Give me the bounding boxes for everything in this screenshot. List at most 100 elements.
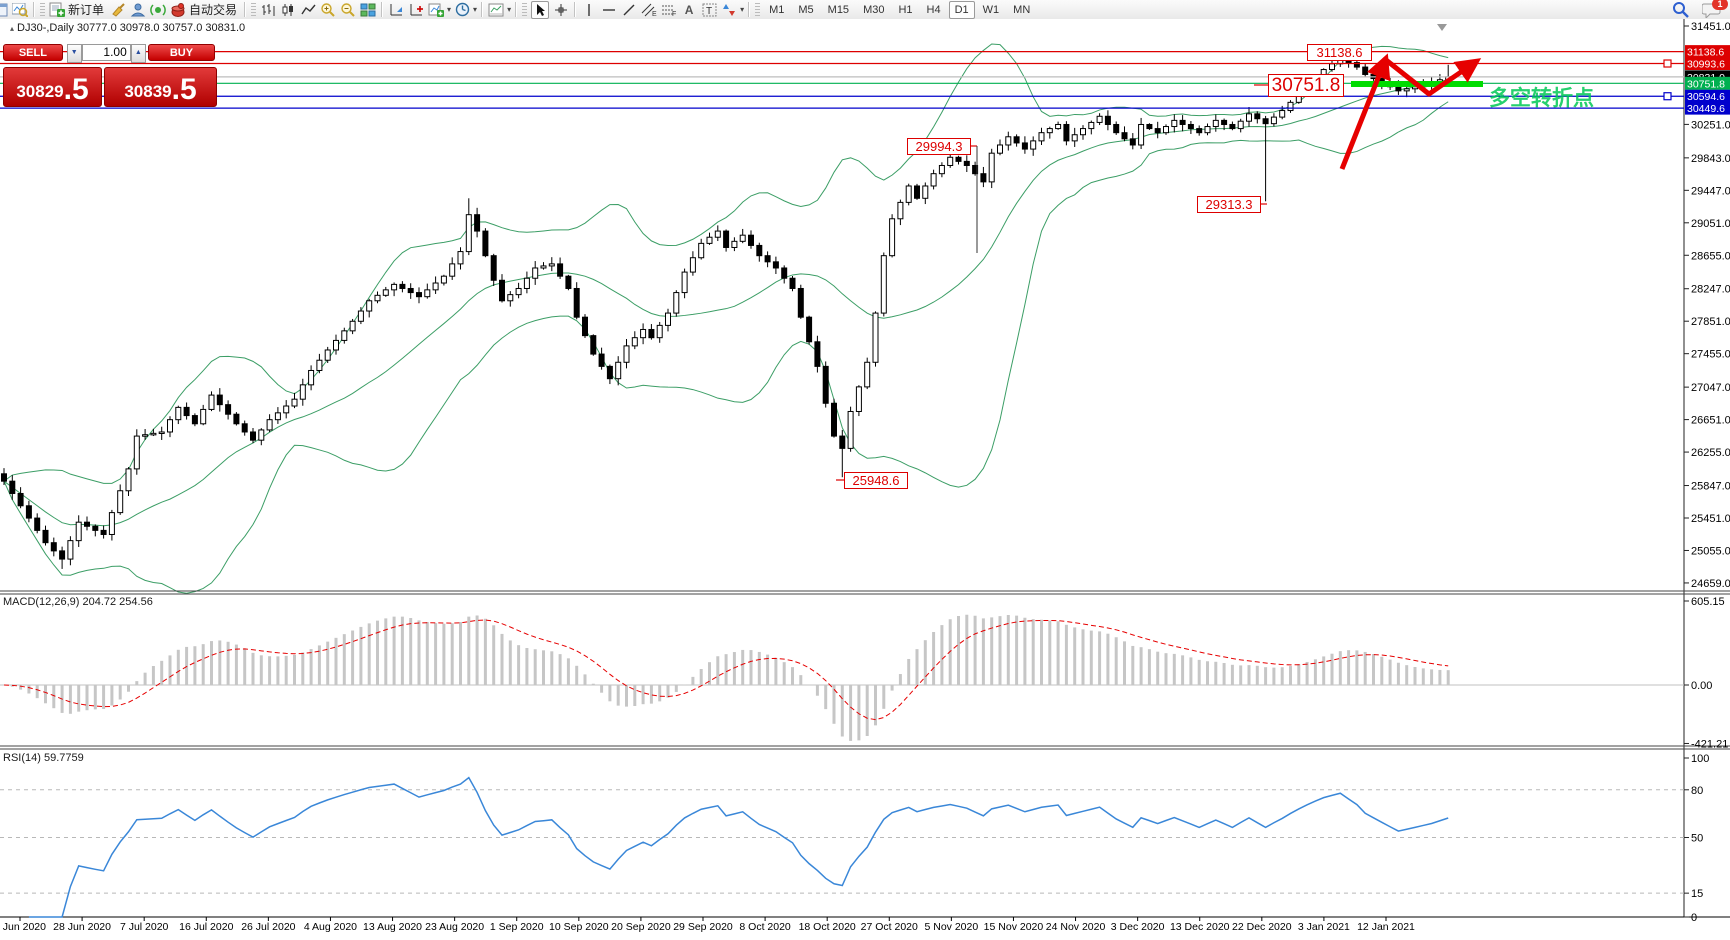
chart-title: ▴ DJ30-,Daily 30777.0 30978.0 30757.0 308… [10,22,245,34]
tf-m15[interactable]: M15 [827,3,850,16]
bar-chart-icon[interactable] [260,2,276,18]
new-chart-icon[interactable] [428,2,445,18]
volume-up-button[interactable]: ▲ [130,44,146,63]
tf-m30[interactable]: M30 [863,3,885,16]
toolbar-grip[interactable] [251,2,257,17]
indicator-list-icon[interactable] [388,2,404,18]
line-chart-icon[interactable] [300,2,316,18]
autotrading-icon[interactable] [170,2,186,18]
new-order-label[interactable]: 新订单 [68,3,105,17]
separator [481,2,484,17]
date-label: 24 Nov 2020 [1046,921,1106,933]
price-callout[interactable]: 29994.3 [907,138,971,155]
date-label: 29 Sep 2020 [673,921,733,933]
date-label: 12 Jan 2021 [1357,921,1415,933]
arrows-dropdown[interactable]: ▾ [740,5,745,14]
profile-icon[interactable] [130,2,146,18]
date-label: 8 Jun 2020 [0,921,46,933]
bull-bear-annotation[interactable]: 多空转折点 [1489,87,1594,110]
tf-m1[interactable]: M1 [769,3,785,16]
arrows-icon[interactable] [721,2,737,18]
price-badge [1685,101,1730,115]
indicator-add-icon[interactable] [408,2,424,18]
svg-text:27851.0: 27851.0 [1691,316,1730,328]
collapse-arrow-icon[interactable]: ▴ [10,24,15,33]
svg-text:30594.6: 30594.6 [1687,91,1725,103]
autotrading-label[interactable]: 自动交易 [189,3,238,17]
date-label: 4 Aug 2020 [304,921,357,933]
toolbar-grip[interactable] [40,2,45,17]
cursor-icon[interactable] [531,0,550,19]
svg-text:30751.8: 30751.8 [1687,78,1725,90]
main-toolbar: 新订单 自动交易 [0,0,1730,20]
buy-button[interactable]: BUY [147,44,216,61]
price-callout[interactable]: 30751.8 [1268,74,1344,97]
date-label: 23 Aug 2020 [425,921,484,933]
tf-m5[interactable]: M5 [798,3,814,16]
price-callout[interactable]: 29313.3 [1197,196,1261,213]
new-order-icon[interactable] [49,2,65,18]
svg-text:605.15: 605.15 [1691,596,1725,608]
line-handle[interactable] [1663,59,1672,68]
market-watch-icon[interactable] [12,2,28,18]
svg-text:25847.0: 25847.0 [1691,481,1730,493]
signal-icon[interactable] [150,2,166,18]
separator [748,2,751,17]
toolbar-grip[interactable] [755,2,761,17]
separator [33,2,35,17]
line-handle[interactable] [1663,92,1672,101]
search-icon[interactable] [1672,2,1690,18]
trendline-icon[interactable] [621,2,637,18]
period-dropdown[interactable]: ▾ [473,5,478,14]
date-label: 27 Oct 2020 [861,921,918,933]
broom-icon[interactable] [110,2,126,18]
template-dropdown[interactable]: ▾ [507,5,512,14]
crosshair-icon[interactable] [553,2,569,18]
new-chart-dropdown[interactable]: ▾ [447,5,452,14]
trend-arrow-zigzag[interactable] [1384,58,1482,97]
period-icon[interactable] [454,2,470,18]
tf-w1[interactable]: W1 [982,3,1000,16]
volume-input[interactable]: 1.00 [81,44,131,61]
svg-text:27047.0: 27047.0 [1691,382,1730,394]
tf-mn[interactable]: MN [1013,3,1031,16]
price-callout[interactable]: 25948.6 [844,472,908,489]
svg-text:25451.0: 25451.0 [1691,513,1730,525]
vline-icon[interactable] [581,2,597,18]
svg-text:31138.6: 31138.6 [1687,47,1724,59]
template-icon[interactable] [488,2,504,18]
svg-text:100: 100 [1691,753,1709,765]
tf-d1[interactable]: D1 [948,0,975,19]
trend-arrow-up[interactable] [1339,53,1391,170]
window-icon[interactable] [0,2,8,18]
label-icon[interactable]: T [701,2,717,18]
toolbar-right: 1 [1670,0,1728,19]
text-icon[interactable]: A [684,2,694,17]
one-click-trade-panel: SELL ▼ 1.00 ▲ BUY 30829.5 30839.5 [3,44,217,107]
fibonacci-icon[interactable]: F [661,2,677,18]
tile-windows-icon[interactable] [360,2,376,18]
svg-text:29051.0: 29051.0 [1691,218,1730,230]
channel-icon[interactable]: E [641,2,657,18]
svg-text:28655.0: 28655.0 [1691,250,1730,262]
svg-text:0: 0 [1691,912,1697,924]
price-callout[interactable]: 31138.6 [1307,44,1372,61]
date-label: 28 Jun 2020 [53,921,111,933]
tf-h1[interactable]: H1 [898,3,913,16]
chat-icon[interactable]: 1 [1702,0,1728,18]
sell-button[interactable]: SELL [3,44,63,61]
price-badge [1685,89,1730,103]
zoom-out-icon[interactable] [340,2,356,18]
ask-price-box[interactable]: 30839.5 [104,67,217,107]
bid-price-box[interactable]: 30829.5 [3,67,102,107]
hline-icon[interactable] [601,2,617,18]
timeframe-group: M1 M5 M15 M30 H1 H4 D1 W1 MN [762,0,1037,19]
svg-text:31451.0: 31451.0 [1691,21,1730,33]
tf-h4[interactable]: H4 [926,3,941,16]
zoom-in-icon[interactable] [320,2,336,18]
toolbar-grip[interactable] [522,2,528,17]
chart-shift-marker[interactable] [1437,24,1447,31]
candlestick-icon[interactable] [280,2,296,18]
volume-down-button[interactable]: ▼ [66,44,82,63]
